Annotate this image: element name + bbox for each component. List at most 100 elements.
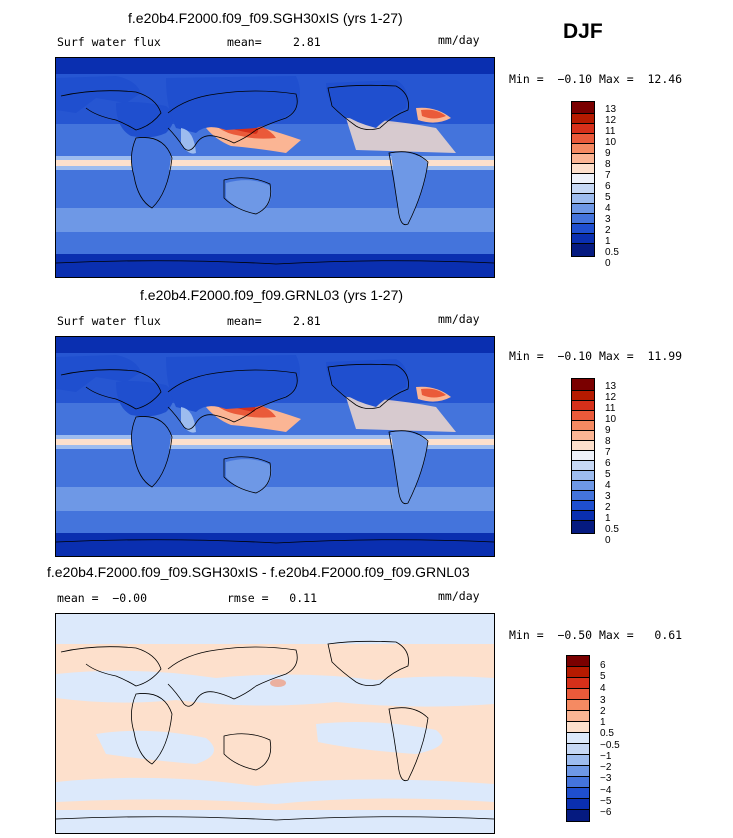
colorbar-swatch [572, 461, 594, 471]
colorbar-swatch [567, 766, 589, 777]
panel3-tick-label: −3 [600, 773, 612, 784]
panel2-mean-value: 2.81 [293, 314, 321, 328]
colorbar-swatch [567, 667, 589, 678]
panel2-minmax: Min = −0.10 Max = 11.99 [509, 349, 683, 363]
colorbar-swatch [572, 134, 594, 144]
colorbar-swatch [567, 810, 589, 821]
panel1-tick-label: 5 [605, 192, 611, 203]
colorbar-swatch [567, 689, 589, 700]
panel3-map-svg [56, 614, 494, 833]
panel3-tick-label: 5 [600, 671, 606, 682]
panel2-tick-label: 3 [605, 491, 611, 502]
panel2-map [55, 336, 495, 557]
panel2-tick-label: 13 [605, 381, 617, 392]
panel3-tick-label: −2 [600, 762, 612, 773]
panel2-tick-label: 11 [605, 403, 616, 414]
panel3-tick-label: −6 [600, 807, 612, 818]
panel1-tick-label: 0 [605, 258, 611, 269]
panel2-tick-label: 0.5 [605, 524, 619, 535]
panel3-tick-label: 4 [600, 683, 606, 694]
colorbar-swatch [572, 411, 594, 421]
panel1-units: mm/day [438, 33, 480, 47]
colorbar-swatch [567, 722, 589, 733]
colorbar-swatch [567, 733, 589, 744]
colorbar-swatch [567, 700, 589, 711]
panel3-mean: mean = −0.00 [57, 591, 148, 605]
colorbar-swatch [572, 491, 594, 501]
colorbar-swatch [572, 379, 594, 391]
colorbar-swatch [567, 678, 589, 689]
panel3-colorbar [566, 655, 590, 822]
panel3-tick-label: 0.5 [600, 728, 614, 739]
colorbar-swatch [572, 421, 594, 431]
colorbar-swatch [572, 114, 594, 124]
panel2-tick-label: 6 [605, 458, 611, 469]
colorbar-swatch [572, 244, 594, 256]
panel1-tick-label: 9 [605, 148, 611, 159]
panel2-tick-label: 2 [605, 502, 611, 513]
colorbar-swatch [572, 511, 594, 521]
panel3-tick-label: 2 [600, 706, 606, 717]
colorbar-swatch [572, 391, 594, 401]
panel3-tick-label: −0.5 [600, 740, 620, 751]
panel1-tick-label: 4 [605, 203, 611, 214]
panel3-title: f.e20b4.F2000.f09_f09.SGH30xIS - f.e20b4… [47, 564, 470, 580]
panel2-tick-label: 4 [605, 480, 611, 491]
panel2-variable: Surf water flux [57, 314, 161, 328]
panel1-variable: Surf water flux [57, 35, 161, 49]
colorbar-swatch [567, 744, 589, 755]
colorbar-swatch [572, 471, 594, 481]
panel1-tick-label: 2 [605, 225, 611, 236]
colorbar-swatch [567, 656, 589, 667]
colorbar-swatch [567, 788, 589, 799]
colorbar-swatch [572, 124, 594, 134]
panel1-mean-value: 2.81 [293, 35, 321, 49]
panel3-tick-label: −5 [600, 796, 612, 807]
panel1-tick-label: 11 [605, 126, 616, 137]
panel1-map-svg [56, 58, 494, 277]
panel2-mean-label: mean= [227, 314, 262, 328]
colorbar-swatch [572, 204, 594, 214]
colorbar-swatch [567, 777, 589, 788]
colorbar-swatch [572, 234, 594, 244]
panel2-tick-label: 8 [605, 436, 611, 447]
colorbar-swatch [572, 194, 594, 204]
colorbar-swatch [572, 501, 594, 511]
colorbar-swatch [572, 154, 594, 164]
colorbar-swatch [572, 102, 594, 114]
colorbar-swatch [572, 184, 594, 194]
season-label: DJF [563, 20, 603, 43]
panel2-units: mm/day [438, 312, 480, 326]
colorbar-swatch [572, 214, 594, 224]
panel1-title: f.e20b4.F2000.f09_f09.SGH30xIS (yrs 1-27… [128, 10, 403, 26]
colorbar-swatch [572, 174, 594, 184]
panel3-tick-label: 3 [600, 695, 606, 706]
panel2-tick-label: 1 [605, 513, 611, 524]
colorbar-swatch [572, 431, 594, 441]
panel2-tick-label: 10 [605, 414, 617, 425]
panel1-tick-label: 8 [605, 159, 611, 170]
panel1-tick-label: 12 [605, 115, 617, 126]
panel2-tick-label: 5 [605, 469, 611, 480]
panel2-colorbar [571, 378, 595, 534]
panel1-map [55, 57, 495, 278]
panel1-minmax: Min = −0.10 Max = 12.46 [509, 72, 683, 86]
colorbar-swatch [572, 144, 594, 154]
panel3-map [55, 613, 495, 834]
colorbar-swatch [567, 799, 589, 810]
colorbar-swatch [572, 441, 594, 451]
panel1-mean-label: mean= [227, 35, 262, 49]
colorbar-swatch [572, 401, 594, 411]
panel3-tick-label: 6 [600, 660, 606, 671]
panel3-tick-label: 1 [600, 717, 606, 728]
colorbar-swatch [572, 164, 594, 174]
panel2-tick-label: 12 [605, 392, 617, 403]
panel1-tick-label: 1 [605, 236, 611, 247]
panel1-colorbar [571, 101, 595, 257]
panel2-map-svg [56, 337, 494, 556]
panel1-tick-label: 0.5 [605, 247, 619, 258]
panel1-tick-label: 6 [605, 181, 611, 192]
colorbar-swatch [572, 451, 594, 461]
panel1-tick-label: 3 [605, 214, 611, 225]
panel3-minmax: Min = −0.50 Max = 0.61 [509, 628, 683, 642]
